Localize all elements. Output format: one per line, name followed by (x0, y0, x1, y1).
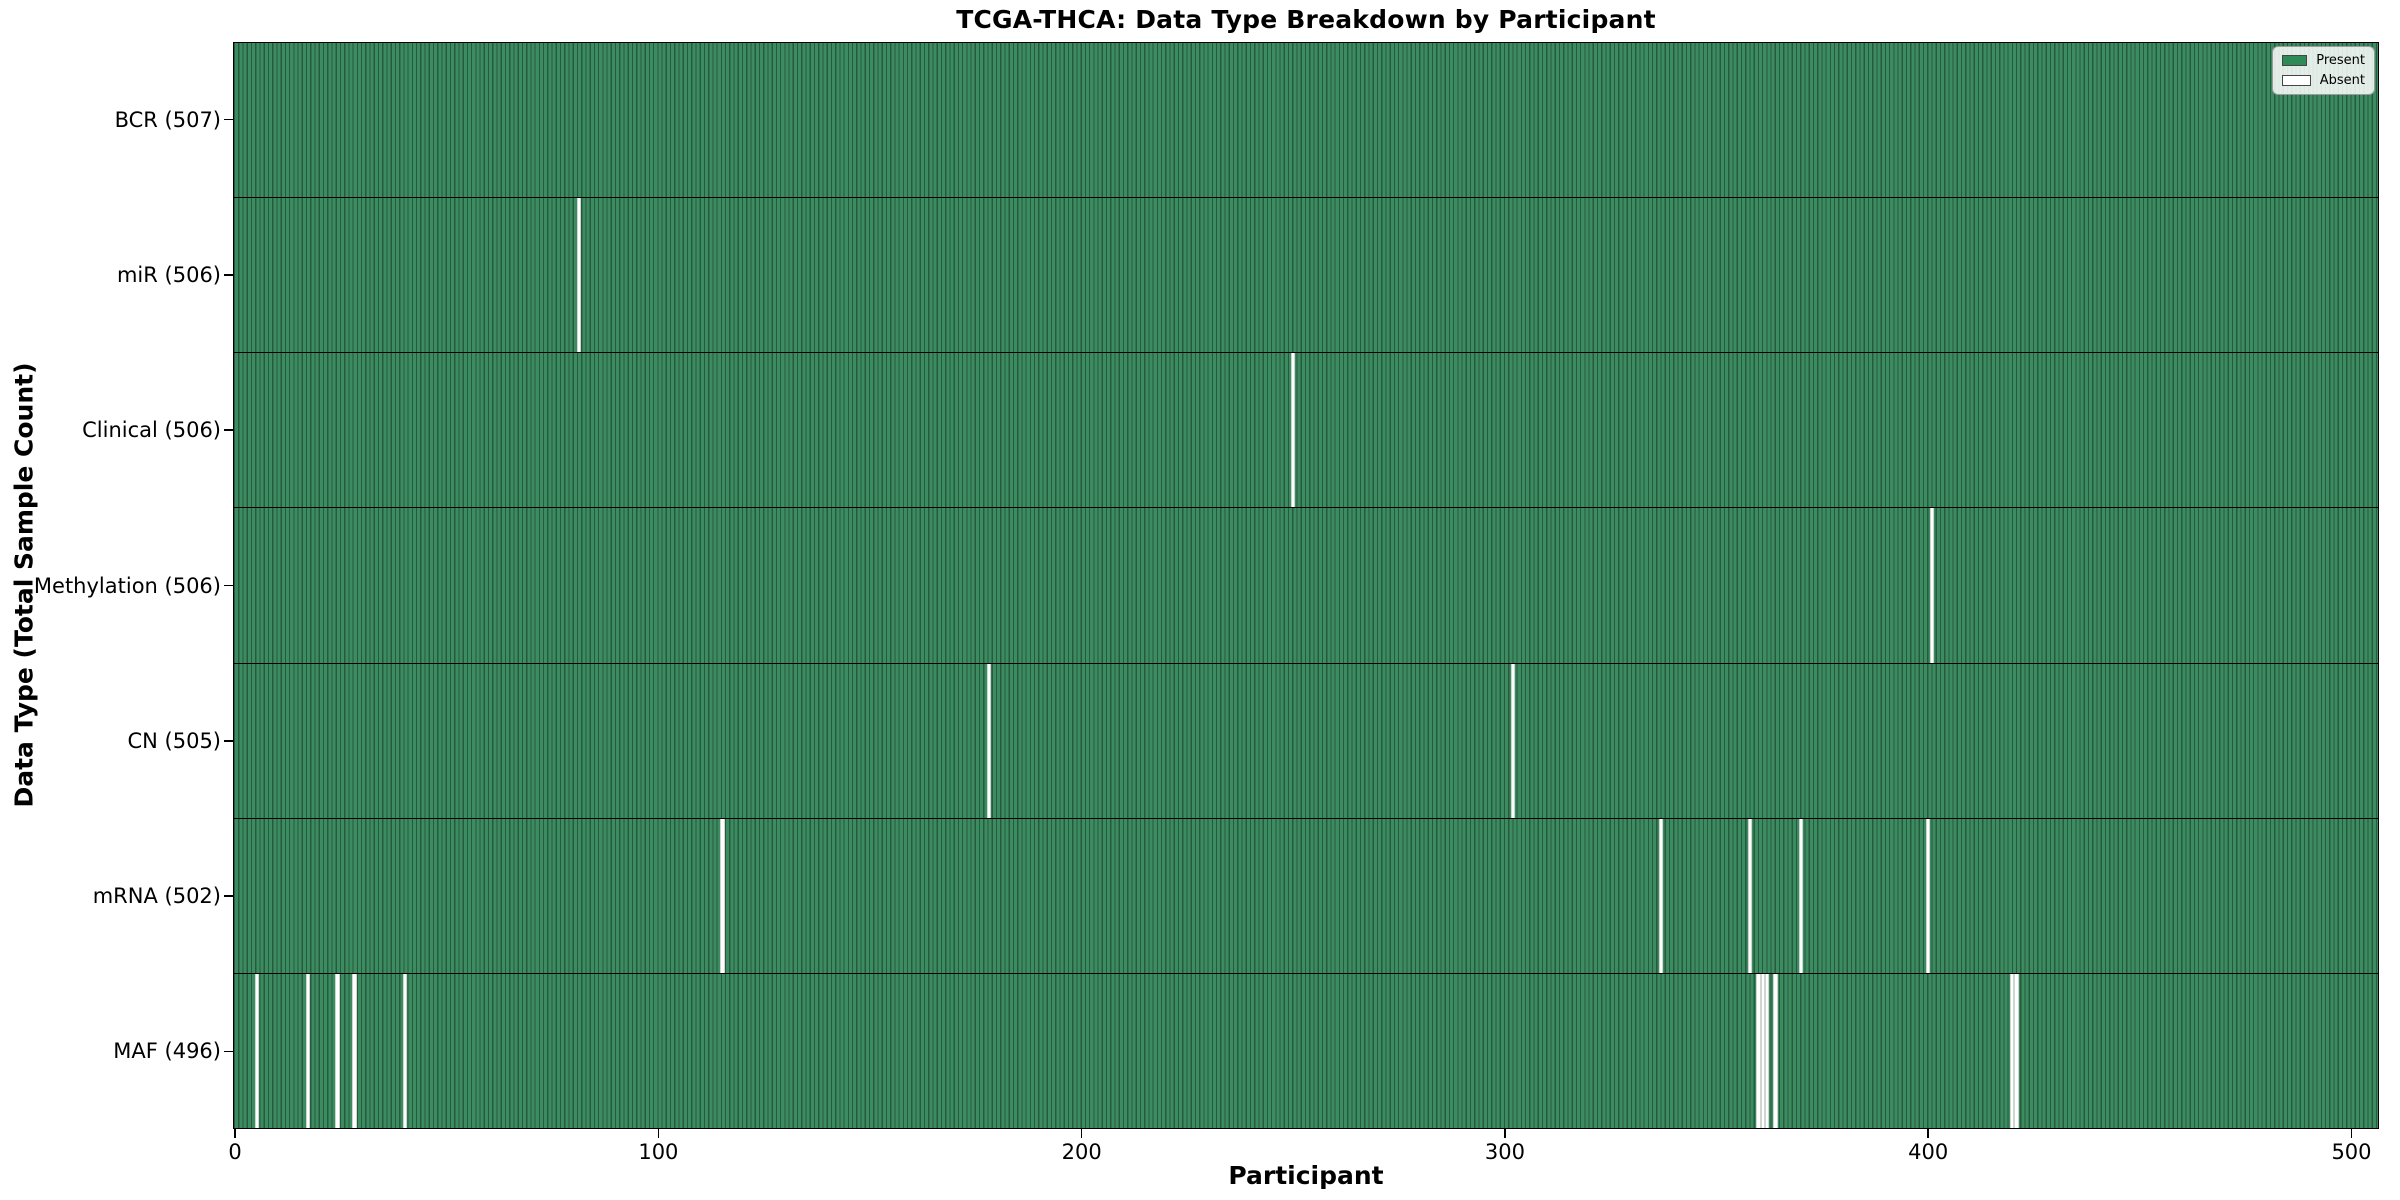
y-tick-label: Clinical (506) (82, 418, 221, 443)
absent-gap (2010, 973, 2015, 1128)
data-row (234, 198, 2378, 354)
legend-entry-absent: Absent (2282, 74, 2365, 87)
x-tick-mark (234, 1129, 236, 1138)
y-tick-mark (224, 118, 233, 121)
x-tick-mark (1504, 1129, 1506, 1138)
absent-gap (576, 198, 581, 353)
absent-gap (1756, 973, 1761, 1128)
x-tick-label: 300 (1484, 1140, 1525, 1164)
x-axis-label: Participant (1228, 1161, 1384, 1190)
data-row (234, 818, 2378, 974)
absent-gap (352, 973, 357, 1128)
x-tick-mark (2350, 1129, 2353, 1138)
chart-title: TCGA-THCA: Data Type Breakdown by Partic… (956, 5, 1656, 34)
y-tick-label: MAF (496) (113, 1039, 221, 1064)
y-tick-label: miR (506) (116, 262, 221, 287)
absent-gap (720, 818, 725, 973)
absent-gap (335, 973, 340, 1128)
x-tick-label: 0 (228, 1140, 242, 1164)
x-tick-mark (1927, 1129, 1929, 1138)
data-row (234, 43, 2378, 199)
data-row (234, 508, 2378, 664)
data-row (234, 973, 2378, 1128)
y-tick-mark (224, 1050, 233, 1053)
absent-gap (1291, 353, 1296, 508)
absent-gap (255, 973, 260, 1128)
y-tick-mark (224, 895, 233, 897)
absent-gap (1747, 818, 1753, 973)
y-tick-label: BCR (507) (114, 107, 221, 132)
data-row (234, 353, 2378, 509)
absent-gap (2014, 973, 2019, 1128)
absent-swatch-icon (2282, 75, 2311, 86)
absent-gap (403, 973, 408, 1128)
absent-gap (986, 663, 991, 818)
legend-label: Present (2316, 53, 2365, 68)
x-tick-label: 200 (1061, 1140, 1102, 1164)
absent-gap (1929, 508, 1934, 663)
y-tick-mark (224, 429, 233, 431)
absent-gap (1798, 818, 1803, 973)
y-tick-mark (224, 739, 233, 742)
data-row (234, 663, 2378, 819)
absent-gap (1925, 818, 1930, 973)
x-tick-label: 100 (638, 1140, 679, 1164)
absent-gap (1659, 818, 1664, 973)
absent-gap (1764, 973, 1770, 1128)
x-tick-label: 400 (1908, 1140, 1949, 1164)
y-tick-label: mRNA (502) (92, 884, 221, 909)
absent-gap (305, 973, 311, 1128)
legend: Present Absent (2272, 46, 2375, 95)
absent-gap (1773, 973, 1778, 1128)
y-tick-label: Methylation (506) (33, 573, 221, 598)
present-swatch-icon (2282, 55, 2308, 66)
y-tick-mark (224, 274, 233, 276)
legend-entry-present: Present (2282, 54, 2365, 67)
y-tick-label: CN (505) (127, 728, 221, 753)
y-tick-mark (224, 584, 233, 587)
absent-gap (1511, 663, 1516, 818)
legend-label: Absent (2319, 73, 2365, 88)
plot-area (233, 42, 2379, 1129)
x-tick-mark (1080, 1129, 1083, 1138)
x-tick-label: 500 (2331, 1140, 2372, 1164)
absent-gap (1760, 973, 1765, 1128)
x-tick-mark (657, 1129, 660, 1138)
